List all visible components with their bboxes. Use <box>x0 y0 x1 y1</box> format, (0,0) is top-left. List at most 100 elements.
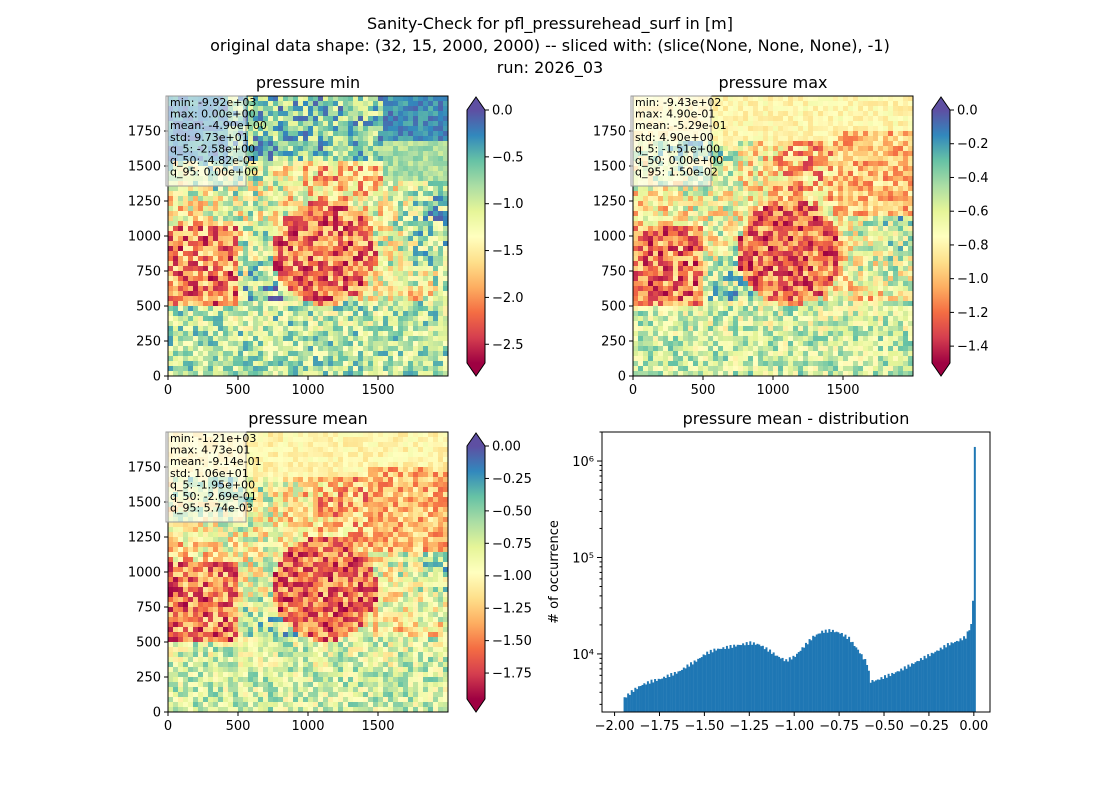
heatmap-cell <box>298 261 304 267</box>
heatmap-cell <box>753 156 759 162</box>
heatmap-cell <box>278 116 284 122</box>
heatmap-cell <box>168 231 174 237</box>
heatmap-cell <box>663 236 669 242</box>
heatmap-cell <box>318 341 324 347</box>
heatmap-cell <box>858 141 864 147</box>
heatmap-cell <box>848 246 854 252</box>
heatmap-cell <box>908 221 914 227</box>
heatmap-cell <box>443 196 449 202</box>
heatmap-cell <box>313 261 319 267</box>
heatmap-cell <box>268 96 274 102</box>
heatmap-cell <box>658 206 664 212</box>
heatmap-cell <box>748 221 754 227</box>
heatmap-cell <box>808 201 814 207</box>
heatmap-cell <box>798 216 804 222</box>
heatmap-cell <box>278 191 284 197</box>
heatmap-cell <box>383 246 389 252</box>
heatmap-cell <box>743 151 749 157</box>
heatmap-cell <box>233 251 239 257</box>
heatmap-cell <box>693 201 699 207</box>
heatmap-cell <box>793 171 799 177</box>
heatmap-cell <box>343 356 349 362</box>
heatmap-cell <box>713 226 719 232</box>
heatmap-cell <box>773 186 779 192</box>
heatmap-cell <box>898 191 904 197</box>
heatmap-cell <box>393 171 399 177</box>
heatmap-cell <box>288 276 294 282</box>
heatmap-cell <box>273 121 279 127</box>
heatmap-cell <box>323 366 329 372</box>
heatmap-cell <box>288 176 294 182</box>
heatmap-cell <box>743 211 749 217</box>
heatmap-cell <box>388 341 394 347</box>
heatmap-cell <box>728 171 734 177</box>
heatmap-cell <box>183 326 189 332</box>
heatmap-cell <box>288 256 294 262</box>
heatmap-cell <box>293 301 299 307</box>
heatmap-cell <box>253 226 259 232</box>
heatmap-cell <box>363 336 369 342</box>
heatmap-cell <box>378 96 384 102</box>
heatmap-cell <box>208 251 214 257</box>
heatmap-cell <box>198 271 204 277</box>
heatmap-cell <box>643 216 649 222</box>
heatmap-cell <box>263 281 269 287</box>
heatmap-cell <box>263 101 269 107</box>
heatmap-cell <box>728 151 734 157</box>
heatmap-cell <box>658 246 664 252</box>
heatmap-cell <box>238 346 244 352</box>
heatmap-cell <box>248 326 254 332</box>
heatmap-cell <box>238 291 244 297</box>
heatmap-cell <box>773 136 779 142</box>
heatmap-cell <box>368 291 374 297</box>
heatmap-cell <box>353 331 359 337</box>
heatmap-cell <box>343 286 349 292</box>
heatmap-cell <box>863 231 869 237</box>
heatmap-cell <box>883 251 889 257</box>
heatmap-cell <box>368 156 374 162</box>
heatmap-cell <box>388 361 394 367</box>
heatmap-cell <box>678 221 684 227</box>
heatmap-cell <box>843 211 849 217</box>
heatmap-cell <box>403 256 409 262</box>
heatmap-cell <box>808 106 814 112</box>
heatmap-cell <box>868 181 874 187</box>
heatmap-cell <box>363 186 369 192</box>
heatmap-cell <box>288 301 294 307</box>
heatmap-cell <box>398 151 404 157</box>
heatmap-cell <box>823 106 829 112</box>
heatmap-cell <box>633 246 639 252</box>
heatmap-cell <box>373 156 379 162</box>
heatmap-cell <box>333 101 339 107</box>
heatmap-cell <box>193 231 199 237</box>
heatmap-cell <box>848 156 854 162</box>
heatmap-cell <box>188 236 194 242</box>
heatmap-cell <box>248 141 254 147</box>
heatmap-cell <box>753 116 759 122</box>
heatmap-cell <box>893 96 899 102</box>
heatmap-cell <box>233 256 239 262</box>
heatmap-cell <box>698 216 704 222</box>
heatmap-cell <box>438 336 444 342</box>
heatmap-cell <box>318 111 324 117</box>
heatmap-cell <box>208 296 214 302</box>
heatmap-cell <box>783 136 789 142</box>
heatmap-cell <box>368 231 374 237</box>
heatmap-cell <box>898 246 904 252</box>
heatmap-cell <box>853 251 859 257</box>
heatmap-cell <box>748 121 754 127</box>
heatmap-cell <box>193 366 199 372</box>
heatmap-cell <box>408 341 414 347</box>
heatmap-cell <box>258 331 264 337</box>
heatmap-cell <box>723 161 729 167</box>
heatmap-cell <box>443 166 449 172</box>
heatmap-cell <box>303 261 309 267</box>
heatmap-cell <box>433 171 439 177</box>
heatmap-cell <box>263 166 269 172</box>
heatmap-cell <box>763 116 769 122</box>
heatmap-cell <box>733 126 739 132</box>
heatmap-cell <box>908 176 914 182</box>
heatmap-cell <box>908 141 914 147</box>
heatmap-cell <box>303 131 309 137</box>
heatmap-cell <box>313 141 319 147</box>
